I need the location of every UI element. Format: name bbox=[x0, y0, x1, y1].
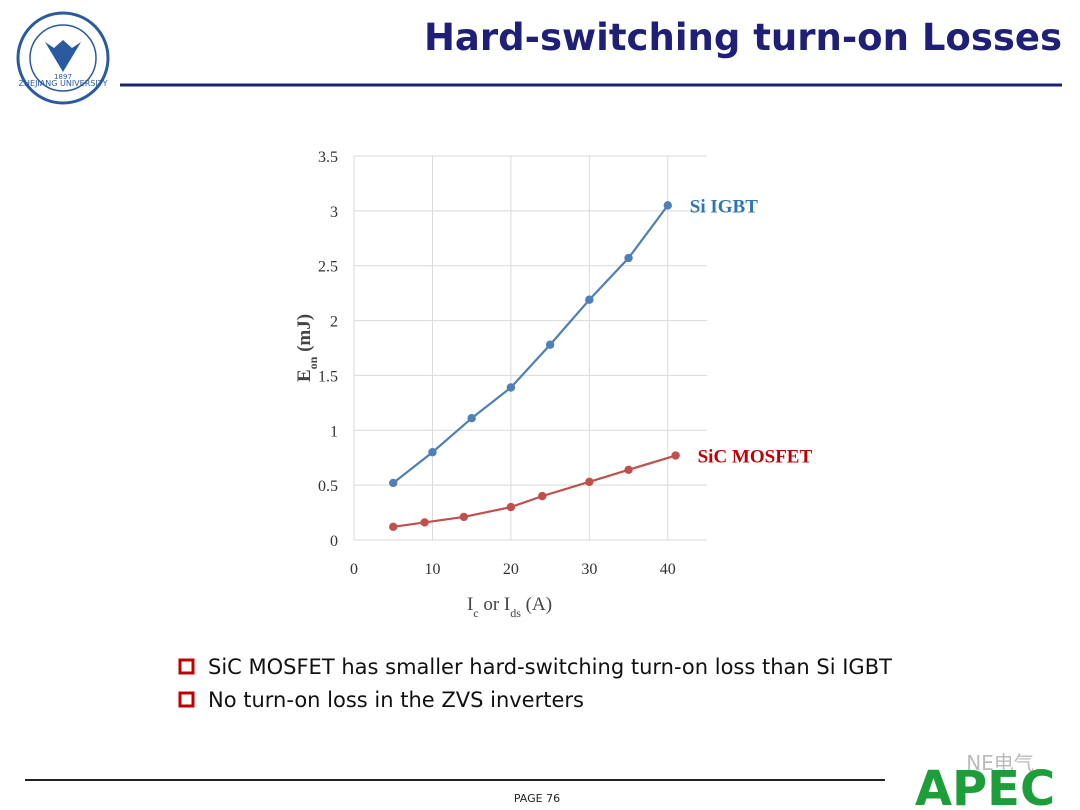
page-number: PAGE 76 bbox=[514, 792, 560, 805]
data-point bbox=[467, 414, 476, 423]
x-tick-label: 10 bbox=[424, 561, 440, 578]
data-point bbox=[671, 451, 680, 460]
x-axis-title-part: c bbox=[473, 606, 478, 620]
data-point bbox=[663, 201, 672, 210]
y-tick-label: 0.5 bbox=[318, 478, 338, 495]
x-tick-label: 30 bbox=[581, 561, 597, 578]
x-tick-label: 40 bbox=[660, 561, 676, 578]
y-tick-label: 2 bbox=[330, 314, 338, 331]
series-line bbox=[393, 454, 676, 528]
x-axis-title-part: ds bbox=[510, 606, 521, 620]
y-tick-label: 3 bbox=[330, 204, 338, 221]
bullet-box bbox=[178, 658, 195, 675]
data-point bbox=[538, 491, 547, 501]
data-point bbox=[506, 383, 516, 392]
bullet-box bbox=[178, 691, 195, 708]
slide-title: Hard-switching turn-on Losses bbox=[424, 16, 1062, 59]
series-label: Si IGBT bbox=[690, 196, 758, 217]
data-point bbox=[585, 295, 594, 304]
y-tick-label: 2.5 bbox=[318, 259, 338, 276]
logo-inner bbox=[29, 24, 97, 92]
brand-logo: APEC bbox=[915, 761, 1055, 810]
data-point bbox=[624, 465, 633, 474]
x-tick-label: 0 bbox=[350, 561, 358, 578]
data-point bbox=[624, 253, 633, 263]
x-axis-title-part: I bbox=[467, 594, 473, 615]
y-tick-label: 1.5 bbox=[318, 368, 338, 385]
y-tick-label: 0 bbox=[330, 533, 338, 550]
y-axis-title-part: (mJ) bbox=[294, 314, 315, 357]
bullet: No turn-on loss in the ZVS inverters bbox=[208, 688, 584, 712]
chart: 0 0.5 1 1.5 2 2.5 3 3.5 0 10 20 30 40 Ic or Ids (A) Eo… bbox=[294, 149, 812, 620]
data-point bbox=[545, 340, 555, 349]
series-label: SiC MOSFET bbox=[698, 447, 813, 468]
series-line bbox=[392, 204, 669, 484]
data-point bbox=[389, 478, 398, 488]
watermark: NE电气 bbox=[966, 751, 1034, 775]
logo-emblem bbox=[45, 40, 81, 72]
x-tick-label: 20 bbox=[503, 561, 519, 578]
y-axis-title-part: E bbox=[294, 369, 315, 382]
data-point bbox=[459, 512, 469, 522]
data-point bbox=[389, 522, 398, 532]
logo-year: 1897 bbox=[54, 73, 72, 81]
bullet: SiC MOSFET has smaller hard-switching tu… bbox=[208, 655, 892, 679]
logo-text: ZHEJIANG UNIVERSITY bbox=[19, 79, 108, 88]
data-point bbox=[428, 448, 437, 457]
y-tick-label: 1 bbox=[330, 423, 338, 440]
y-axis-title-part: on bbox=[306, 356, 320, 369]
x-axis-title-part: or I bbox=[479, 594, 511, 615]
data-point bbox=[585, 477, 594, 487]
y-axis-title: Eon (mJ) bbox=[294, 314, 320, 382]
data-point bbox=[420, 518, 429, 527]
x-axis-title-part: (A) bbox=[521, 594, 552, 615]
x-axis-title: Ic or Ids (A) bbox=[467, 594, 552, 620]
data-point bbox=[506, 502, 516, 512]
logo-ring bbox=[16, 11, 110, 105]
y-tick-label: 3.5 bbox=[318, 149, 338, 166]
